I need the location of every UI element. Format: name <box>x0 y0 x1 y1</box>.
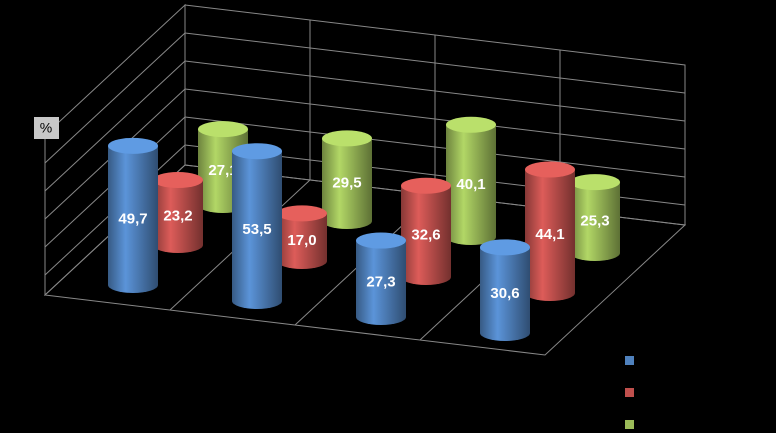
value-label: 49,7 <box>118 210 147 227</box>
value-label: 40,1 <box>456 176 485 193</box>
cylinder: 44,1 <box>525 161 575 301</box>
cylinder: 17,0 <box>277 205 327 269</box>
value-label: 17,0 <box>287 232 316 249</box>
value-label: 25,3 <box>580 213 609 230</box>
value-label: 32,6 <box>411 226 440 243</box>
y-label: % <box>40 120 52 136</box>
cylinder: 53,5 <box>232 143 282 309</box>
cylinder: 23,2 <box>153 172 203 253</box>
cylinder: 40,1 <box>446 116 496 245</box>
bar <box>108 145 158 293</box>
wall-line <box>44 60 186 192</box>
bar-top <box>153 172 203 189</box>
bar <box>570 182 620 261</box>
side-wall <box>44 3 186 297</box>
bar <box>277 213 327 269</box>
cylinder: 49,7 <box>108 137 158 293</box>
bar <box>446 124 496 245</box>
cylinder: 27,3 <box>356 232 406 325</box>
bar-top <box>401 177 451 194</box>
bar <box>153 180 203 253</box>
cylinder: 29,5 <box>322 130 372 229</box>
value-label: 29,5 <box>332 175 361 192</box>
legend-swatch <box>625 356 634 365</box>
bar <box>232 151 282 309</box>
bar-top <box>446 116 496 133</box>
cylinder: 30,6 <box>480 239 530 341</box>
legend-swatch <box>625 388 634 397</box>
value-label: 53,5 <box>242 221 271 238</box>
value-label: 23,2 <box>163 207 192 224</box>
bar-top <box>108 137 158 154</box>
value-label: 27,1 <box>208 162 237 179</box>
bar-top <box>232 143 282 160</box>
bar-top <box>322 130 372 147</box>
bar <box>525 169 575 301</box>
cylinder: 32,6 <box>401 177 451 285</box>
legend-swatch <box>625 420 634 429</box>
bar <box>480 247 530 341</box>
bar-top <box>525 161 575 178</box>
bar-top <box>480 239 530 256</box>
bar <box>401 185 451 285</box>
bar-top <box>198 121 248 138</box>
value-label: 27,3 <box>366 274 395 291</box>
wall-line <box>44 32 186 164</box>
bar-top <box>570 174 620 191</box>
cylinder: 25,3 <box>570 174 620 261</box>
y-label-box <box>34 117 59 139</box>
bar <box>356 240 406 325</box>
value-label: 30,6 <box>490 285 519 302</box>
bar-top <box>356 232 406 249</box>
bar <box>322 138 372 229</box>
bar-top <box>277 205 327 222</box>
value-label: 44,1 <box>535 226 564 243</box>
